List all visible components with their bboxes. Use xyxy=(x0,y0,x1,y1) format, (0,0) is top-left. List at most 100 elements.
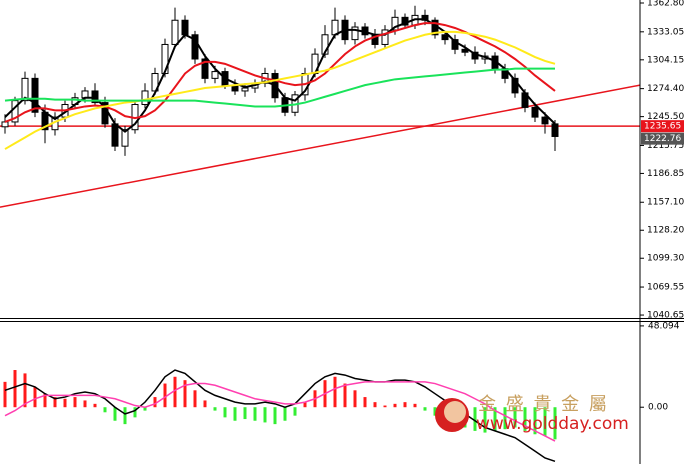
y-tick-label: 1362.80 xyxy=(647,0,684,9)
y-tick-label: 1186.85 xyxy=(647,169,684,179)
candle-body xyxy=(1,121,9,128)
candle-body xyxy=(331,19,339,36)
trend-line xyxy=(0,84,641,208)
candle-body xyxy=(241,87,249,92)
histogram-bar xyxy=(143,407,147,411)
histogram-bar xyxy=(553,407,557,440)
candle-body xyxy=(441,34,449,41)
histogram-bar xyxy=(333,376,337,408)
candle-body xyxy=(351,26,359,41)
watermark: 金 盛 貴 金 屬 www.goldday.com xyxy=(435,394,629,434)
histogram-bar xyxy=(353,390,357,408)
histogram-bar xyxy=(543,407,547,436)
price-panel: 1362.80 1333.05 1304.15 1274.40 1245.50 1215.… xyxy=(0,0,684,321)
moving-average xyxy=(4,67,555,108)
histogram-bar xyxy=(33,386,37,408)
histogram-bar xyxy=(523,407,527,431)
histogram-bar xyxy=(533,407,537,435)
candle-body xyxy=(21,77,29,102)
y-tick-label: 1274.40 xyxy=(647,84,684,94)
histogram-bar xyxy=(13,370,17,408)
histogram-bar xyxy=(233,407,237,421)
candle-body xyxy=(541,116,549,125)
histogram-bar xyxy=(3,381,7,408)
histogram-bar xyxy=(373,402,377,408)
y-tick-label: 1245.50 xyxy=(647,112,684,122)
histogram-bar xyxy=(183,380,187,408)
histogram-bar xyxy=(63,398,67,408)
histogram-bar xyxy=(243,407,247,420)
candle-body xyxy=(451,39,459,50)
candle-body xyxy=(191,34,199,60)
candle-body xyxy=(171,19,179,45)
candle-body xyxy=(31,77,39,113)
histogram-bar xyxy=(253,407,257,421)
candle-body xyxy=(111,123,119,147)
price-label-box xyxy=(641,120,684,133)
histogram-bar xyxy=(223,407,227,418)
candle-body xyxy=(201,58,209,79)
price-label: 1235.65 xyxy=(644,122,681,132)
histogram-bar xyxy=(113,407,117,421)
watermark-name: 金 盛 貴 金 屬 xyxy=(478,394,609,415)
histogram-bar xyxy=(513,407,517,428)
y-tick-label: 1069.55 xyxy=(647,283,684,293)
histogram-bar xyxy=(293,407,297,416)
histogram-bar xyxy=(263,407,267,423)
histogram-bar xyxy=(213,407,217,411)
y-tick-label: 1215.75 xyxy=(647,141,684,151)
candle-body xyxy=(531,106,539,118)
candle-body xyxy=(141,90,149,106)
y-tick-label: 1304.15 xyxy=(647,55,684,65)
candle-body xyxy=(121,129,129,147)
y-tick-label: 1128.20 xyxy=(647,226,684,236)
histogram-bar xyxy=(163,383,167,408)
histogram-bar xyxy=(103,407,107,413)
histogram-bar xyxy=(423,407,427,411)
watermark-url: www.goldday.com xyxy=(476,414,629,434)
histogram-bar xyxy=(193,390,197,408)
histogram-bar xyxy=(43,393,47,408)
histogram-bar xyxy=(473,407,477,431)
histogram-bar xyxy=(173,376,177,408)
histogram-bar xyxy=(123,407,127,425)
histogram-bar xyxy=(153,397,157,408)
histogram-bar xyxy=(203,400,207,408)
histogram-bar xyxy=(283,407,287,421)
y-tick-label: 0.00 xyxy=(648,403,668,413)
macd-line xyxy=(4,381,556,442)
histogram-bar xyxy=(493,407,497,431)
histogram-bar xyxy=(83,400,87,408)
candle-body xyxy=(211,71,219,79)
price-label: 1222.76 xyxy=(644,134,681,144)
histogram-bar xyxy=(53,397,57,408)
histogram-bar xyxy=(363,397,367,408)
y-tick-label: 1333.05 xyxy=(647,27,684,37)
price-label-box xyxy=(641,132,684,145)
y-tick-label: 1099.30 xyxy=(647,254,684,264)
histogram-bar xyxy=(383,405,387,408)
histogram-bar xyxy=(93,403,97,408)
histogram-bar xyxy=(303,402,307,408)
histogram-bar xyxy=(343,383,347,408)
histogram-bar xyxy=(23,373,27,408)
moving-average xyxy=(4,22,556,123)
logo xyxy=(444,401,466,423)
moving-average xyxy=(4,18,556,133)
y-tick-label: 1157.10 xyxy=(647,198,684,208)
histogram-bar xyxy=(73,397,77,408)
histogram-bar xyxy=(403,402,407,408)
y-tick-label: 48.094 xyxy=(648,321,680,331)
histogram-bar xyxy=(413,403,417,408)
candle-body xyxy=(81,90,89,99)
histogram-bar xyxy=(393,403,397,408)
y-tick-label: 1040.65 xyxy=(647,311,684,321)
histogram-bar xyxy=(433,407,437,416)
histogram-bar xyxy=(483,407,487,433)
candle-body xyxy=(551,123,559,137)
candle-body xyxy=(181,19,189,36)
moving-average xyxy=(4,30,556,150)
histogram-bar xyxy=(133,407,137,418)
histogram-bar xyxy=(503,407,507,430)
